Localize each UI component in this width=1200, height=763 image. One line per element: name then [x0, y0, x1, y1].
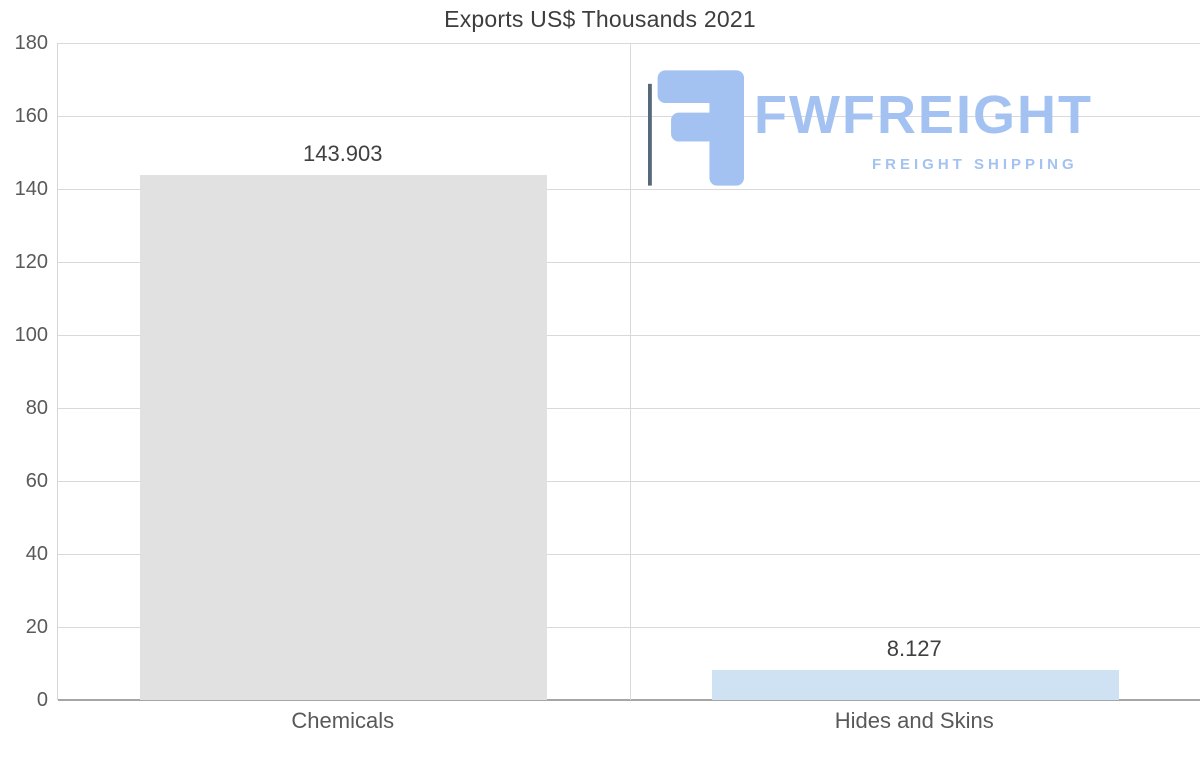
bar-value-label: 8.127 [886, 636, 942, 662]
y-tick-label: 100 [14, 324, 48, 346]
logo-name: FWFREIGHT [754, 85, 1093, 145]
fwfreight-logo: FWFREIGHT FREIGHT SHIPPING [648, 68, 1168, 188]
gridline [58, 43, 1200, 44]
x-axis-line [58, 699, 1200, 701]
chart-title: Exports US$ Thousands 2021 [444, 6, 756, 32]
gridline [58, 335, 1200, 336]
y-tick-label: 160 [14, 105, 48, 127]
gridline [58, 554, 1200, 555]
gridline [58, 408, 1200, 409]
y-tick-label: 120 [14, 251, 48, 273]
gridline [58, 481, 1200, 482]
bar [711, 670, 1119, 700]
gridline [58, 262, 1200, 263]
fwfreight-logo-icon [648, 70, 744, 186]
category-label: Hides and Skins [834, 708, 994, 733]
bar [140, 174, 548, 700]
vertical-gridline [629, 43, 631, 700]
gridline [58, 189, 1200, 190]
gridline [58, 627, 1200, 628]
plot-area [57, 43, 1200, 701]
y-tick-label: 40 [25, 543, 48, 565]
y-tick-label: 20 [25, 616, 48, 638]
y-tick-label: 60 [25, 470, 48, 492]
y-tick-label: 0 [36, 689, 48, 711]
y-tick-label: 140 [14, 178, 48, 200]
y-tick-label: 180 [14, 32, 48, 54]
bar-value-label: 143.903 [302, 140, 383, 166]
y-tick-label: 80 [25, 397, 48, 419]
category-label: Chemicals [291, 708, 395, 733]
logo-tagline: FREIGHT SHIPPING [872, 156, 1078, 173]
gridline [58, 116, 1200, 117]
